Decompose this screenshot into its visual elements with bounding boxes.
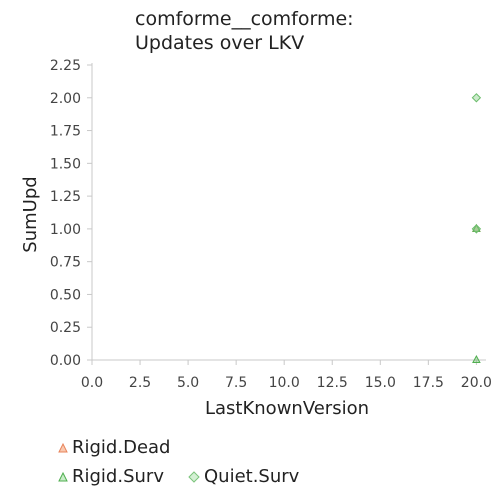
y-tick-label: 0.25 xyxy=(50,320,81,336)
x-tick-label: 5.0 xyxy=(177,375,199,391)
y-tick-label: 0.75 xyxy=(50,255,81,271)
x-tick-label: 12.5 xyxy=(317,375,348,391)
y-tick-label: 1.50 xyxy=(50,156,81,172)
legend-item-rigid-surv[interactable]: Rigid.Surv xyxy=(58,466,164,487)
chart-title-line-1: comforme__comforme: xyxy=(135,8,354,30)
legend-label: Rigid.Dead xyxy=(72,437,171,458)
y-axis-label: SumUpd xyxy=(20,176,41,252)
y-tick-label: 2.00 xyxy=(50,91,81,107)
x-tick-label: 20.0 xyxy=(461,375,492,391)
x-tick-label: 15.0 xyxy=(365,375,396,391)
x-tick-label: 0.0 xyxy=(81,375,103,391)
diamond-marker-icon xyxy=(188,470,200,483)
y-tick-label: 1.00 xyxy=(50,222,81,238)
legend-label: Rigid.Surv xyxy=(72,466,164,487)
data-point-rigid-surv xyxy=(472,354,481,363)
chart-title-line-2: Updates over LKV xyxy=(135,32,305,54)
y-tick-label: 2.25 xyxy=(50,58,81,74)
data-point-quiet-surv xyxy=(471,224,482,234)
x-tick-label: 10.0 xyxy=(269,375,300,391)
y-tick-label: 0.50 xyxy=(50,287,81,303)
data-point-quiet-surv xyxy=(471,93,482,103)
triangle-marker-icon xyxy=(58,442,68,452)
triangle-marker-icon xyxy=(58,471,68,481)
scatter-chart: 0.0 2.5 5.0 7.5 10.0 12.5 15.0 17.5 20.0 0.00 0.25… xyxy=(20,58,492,419)
y-tick-label: 1.75 xyxy=(50,124,81,140)
y-tick-label: 1.25 xyxy=(50,189,81,205)
legend-item-quiet-surv[interactable]: Quiet.Surv xyxy=(188,466,299,487)
data-point-rigid-surv xyxy=(472,223,481,232)
x-axis-label: LastKnownVersion xyxy=(205,398,369,419)
y-tick-label: 0.00 xyxy=(50,353,81,369)
x-tick-label: 2.5 xyxy=(129,375,151,391)
x-tick-label: 17.5 xyxy=(413,375,444,391)
x-tick-label: 7.5 xyxy=(225,375,247,391)
legend-label: Quiet.Surv xyxy=(204,466,300,487)
legend-item-rigid-dead[interactable]: Rigid.Dead xyxy=(58,437,170,458)
